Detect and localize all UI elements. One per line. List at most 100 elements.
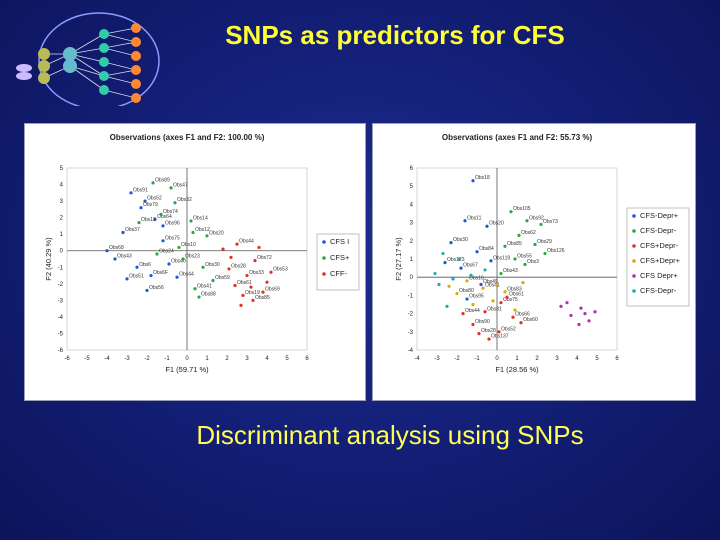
point-annotation: Obs64 [157,214,172,220]
data-point [477,332,481,336]
x-tick-label: 0 [495,356,499,362]
point-annotation: Obs68 [109,245,124,251]
point-annotation: Obs92 [529,215,544,221]
y-tick-label: -4 [58,315,64,321]
data-point [525,219,529,223]
data-point [149,273,153,278]
point-annotation: Obs67 [463,263,478,269]
data-point [441,251,445,256]
legend-marker [632,229,636,233]
point-annotation: Obs88 [201,292,216,298]
point-annotation: Obs47 [173,182,188,188]
point-annotation: Obs62 [521,230,536,236]
data-point [587,319,591,323]
data-point [455,291,459,296]
data-point [463,219,467,223]
point-annotation: Obs95 [469,294,484,300]
point-annotation: Obs44 [239,239,254,245]
data-point [533,242,537,247]
point-annotation: Obs75 [503,297,518,303]
y-tick-label: 1 [60,232,64,238]
y-tick-label: 6 [410,166,414,172]
data-point [437,282,441,287]
data-point [511,315,515,319]
x-tick-label: 4 [575,356,579,362]
point-annotation: Obs12 [195,227,210,233]
legend-entry: CFS+Depr- [640,241,679,250]
point-annotation: Obs72 [257,255,272,261]
point-annotation: Obs105 [513,206,531,212]
data-point [485,224,489,228]
point-annotation: Obs18 [475,175,490,181]
point-annotation: Obs91 [133,187,148,193]
legend-marker [322,240,326,244]
data-point [523,262,527,267]
data-point [201,265,205,269]
scatter-chart-left: Observations (axes F1 and F2: 100.00 %) -… [44,133,360,374]
y-tick-label: 5 [60,166,64,172]
data-point [143,199,147,203]
point-annotation: Obs24 [159,249,174,255]
data-point [513,257,517,261]
y-tick-label: -4 [408,348,414,354]
x-tick-label: -2 [454,356,460,362]
x-tick-label: 3 [555,356,559,362]
point-annotation: Obs44 [179,272,194,278]
data-point [513,308,517,312]
data-point [499,301,503,305]
data-point [449,241,453,245]
legend-marker [632,214,636,218]
x-tick-label: -1 [164,356,170,362]
y-axis-label: F2 (27.17 %) [394,237,403,281]
data-point [113,257,117,261]
point-annotation: Obs23 [185,254,200,260]
point-annotation: Obs85 [255,295,270,301]
point-annotation: Obs119 [493,255,510,261]
data-point [465,279,469,283]
data-point [577,322,581,327]
x-axis-label: F1 (59.71 %) [165,365,209,374]
y-tick-label: -2 [408,312,414,318]
data-point [125,277,129,281]
point-annotation: Obs49 [483,279,498,285]
x-tick-label: -5 [84,356,90,362]
point-annotation: Obs96 [165,220,180,226]
point-annotation: Obs19 [245,290,260,296]
data-point [509,210,513,214]
data-point [505,295,509,299]
legend-box [626,207,690,307]
data-point [471,302,475,307]
point-annotation: Obs55 [517,254,532,260]
data-point [139,206,143,210]
y-tick-label: -3 [58,298,64,304]
point-annotation: Obs123 [447,257,465,263]
point-annotation: Obs83 [507,286,522,292]
point-annotation: Obs32 [177,197,192,203]
point-annotation: Obs29 [537,239,552,245]
slide-title: SNPs as predictors for CFS [225,20,565,50]
scatter-panel-left: Observations (axes F1 and F2: 100.00 %) -… [24,123,366,401]
data-point [539,222,543,227]
legend-entry: CFF- [330,269,348,278]
data-point [579,306,583,310]
y-tick-label: -5 [58,331,64,337]
network-diagram-icon [4,6,164,110]
data-point [135,265,139,269]
data-point [565,301,569,305]
data-point [481,286,485,290]
data-point [229,255,233,259]
y-tick-label: -3 [408,330,414,336]
chart-title: Observations (axes F1 and F2: 55.73 %) [442,133,593,142]
y-tick-label: 4 [60,183,64,189]
x-tick-label: 4 [265,356,269,362]
data-point [145,288,149,293]
data-point [241,293,245,297]
legend-entry: CFS+ [330,253,350,262]
point-annotation: Obs66 [515,312,530,318]
data-point [559,304,563,308]
x-tick-label: 2 [225,356,229,362]
data-point [519,321,523,325]
point-annotation: Obs81 [487,306,502,312]
point-annotation: Obs44 [465,308,480,314]
legend-marker [632,244,636,248]
